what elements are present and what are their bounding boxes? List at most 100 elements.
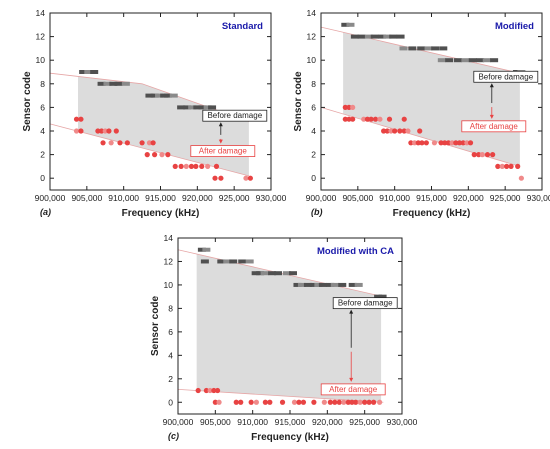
y-tick-label: 4 <box>168 350 173 360</box>
after-damage-point <box>386 116 393 122</box>
after-damage-point <box>431 140 438 146</box>
before-damage-point <box>84 70 93 74</box>
after-damage-point <box>216 399 222 405</box>
before-damage-point <box>260 271 269 276</box>
x-tick-label: 920,000 <box>453 193 484 203</box>
after-damage-point <box>193 163 199 169</box>
after-damage-point <box>98 128 105 134</box>
after-damage-point <box>411 140 418 146</box>
y-axis-label: Sensor code <box>293 71 304 131</box>
before-damage-point <box>350 34 359 39</box>
after-damage-point <box>195 387 201 394</box>
after-damage-point <box>296 399 302 405</box>
x-tick-label: 900,000 <box>35 193 66 203</box>
after-damage-point <box>218 175 224 181</box>
before-damage-point <box>309 282 318 287</box>
y-axis-label: Sensor code <box>22 71 33 131</box>
after-damage-point <box>392 128 398 134</box>
before-damage-point <box>314 282 323 287</box>
after-damage-point <box>267 399 273 405</box>
before-damage-label: Before damage <box>338 299 393 308</box>
x-tick-label: 910,000 <box>379 193 410 203</box>
before-damage-point <box>389 34 398 39</box>
x-tick-label: 930,000 <box>256 193 287 203</box>
before-damage-point <box>193 105 202 110</box>
after-damage-point <box>205 163 211 169</box>
after-damage-point <box>479 152 485 158</box>
after-damage-point <box>102 128 108 134</box>
y-tick-label: 0 <box>168 397 173 407</box>
after-damage-point <box>408 140 414 146</box>
x-tick-label: 915,000 <box>275 417 306 427</box>
after-damage-point <box>357 399 363 405</box>
after-damage-point <box>346 104 352 110</box>
before-damage-point <box>238 259 247 264</box>
after-damage-point <box>342 116 348 122</box>
y-tick-label: 8 <box>311 79 316 89</box>
before-damage-point <box>346 22 355 27</box>
before-damage-point <box>424 46 433 51</box>
after-damage-point <box>346 116 352 122</box>
after-damage-point <box>423 140 429 146</box>
before-damage-point <box>354 282 363 287</box>
before-damage-point <box>437 58 446 63</box>
after-damage-point <box>381 128 387 134</box>
before-damage-point <box>341 22 350 27</box>
after-damage-point <box>146 140 153 146</box>
after-damage-point <box>499 163 505 169</box>
before-damage-label: Before damage <box>478 72 533 81</box>
after-damage-point <box>445 140 452 146</box>
after-damage-point <box>144 152 150 158</box>
after-damage-point <box>183 163 189 169</box>
y-tick-label: 8 <box>40 79 45 89</box>
after-damage-point <box>253 399 259 405</box>
y-tick-label: 14 <box>36 8 46 18</box>
after-damage-point <box>243 175 249 181</box>
y-tick-label: 2 <box>40 150 45 160</box>
before-damage-point <box>476 58 485 63</box>
before-damage-point <box>439 46 448 51</box>
chart-panel-b: 900,000 905,000 910,000 915,000 920,000 925,0… <box>293 8 550 219</box>
arrow-down-head <box>349 377 354 382</box>
after-damage-box <box>461 120 527 133</box>
x-tick-label: 920,000 <box>182 193 213 203</box>
y-tick-label: 6 <box>311 102 316 112</box>
after-damage-point <box>214 387 221 394</box>
arrow-up-head <box>489 83 494 88</box>
before-damage-point <box>79 70 88 74</box>
before-damage-point <box>482 58 491 63</box>
y-tick-label: 2 <box>168 374 173 384</box>
chart-title: Modified <box>495 21 534 32</box>
x-axis-label: Frequency (kHz) <box>393 208 471 219</box>
after-damage-point <box>384 128 390 134</box>
before-damage-point <box>169 93 178 98</box>
before-damage-point <box>417 46 426 51</box>
x-tick-label: 910,000 <box>237 417 268 427</box>
before-damage-point <box>203 105 212 110</box>
before-damage-point <box>121 81 130 86</box>
before-damage-point <box>326 282 335 287</box>
after-damage-point <box>106 128 112 134</box>
before-damage-label: Before damage <box>207 111 262 120</box>
after-damage-point <box>300 399 307 405</box>
x-tick-label: 930,000 <box>387 417 418 427</box>
after-damage-point <box>311 399 317 405</box>
after-damage-point <box>248 399 254 405</box>
before-damage-point <box>202 247 211 252</box>
before-damage-point <box>217 259 226 264</box>
after-damage-point <box>212 399 218 405</box>
after-damage-point <box>113 128 119 134</box>
before-damage-point <box>364 34 373 39</box>
after-damage-point <box>139 140 145 146</box>
after-damage-point <box>332 399 338 405</box>
after-damage-point <box>247 175 253 181</box>
before-damage-point <box>378 34 387 39</box>
after-damage-point <box>377 399 383 405</box>
after-damage-point <box>518 175 524 181</box>
y-tick-label: 4 <box>311 126 316 136</box>
after-damage-point <box>471 152 477 158</box>
before-damage-point <box>197 247 206 252</box>
before-damage-point <box>357 34 366 39</box>
chart-title: Standard <box>222 21 263 32</box>
before-damage-point <box>155 93 164 98</box>
